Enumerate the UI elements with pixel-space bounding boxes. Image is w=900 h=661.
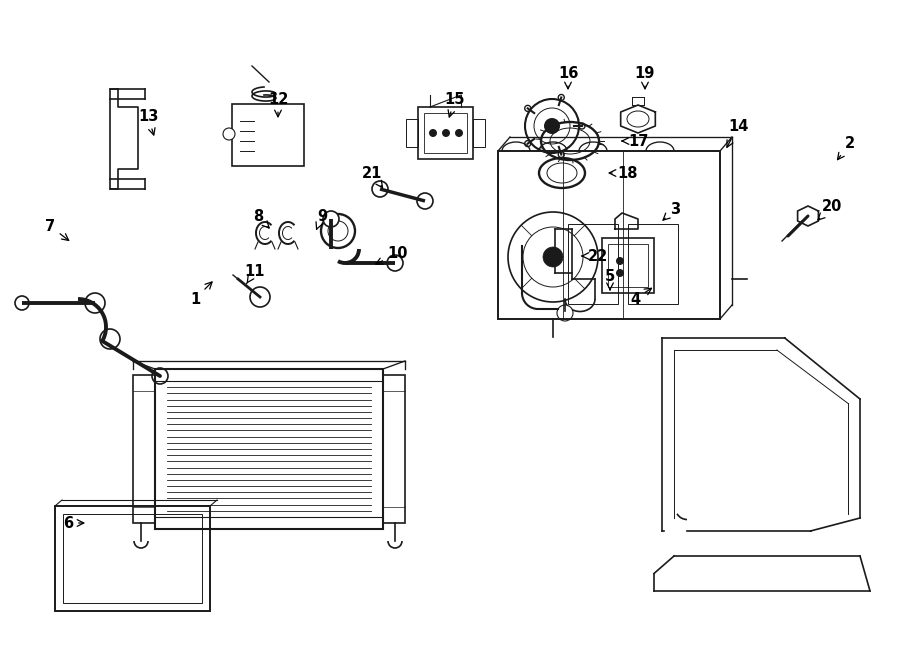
Text: 10: 10 [375, 245, 409, 264]
Text: 14: 14 [727, 118, 748, 147]
Bar [608, 244, 648, 287]
Bar [63, 514, 202, 603]
Bar [628, 224, 678, 304]
Circle shape [544, 118, 560, 134]
Circle shape [223, 128, 235, 140]
Circle shape [15, 296, 29, 310]
Bar [133, 375, 155, 523]
Text: 7: 7 [45, 219, 68, 241]
Bar [406, 119, 418, 147]
Text: 18: 18 [609, 165, 638, 180]
Text: 5: 5 [605, 268, 615, 290]
Text: 4: 4 [630, 288, 652, 307]
Circle shape [417, 193, 433, 209]
Circle shape [152, 368, 168, 384]
Text: 12: 12 [268, 91, 288, 117]
Circle shape [429, 129, 437, 137]
Circle shape [250, 287, 270, 307]
Text: 8: 8 [253, 208, 269, 228]
Text: 9: 9 [316, 208, 327, 229]
Text: 11: 11 [245, 264, 266, 284]
Text: 6: 6 [63, 516, 84, 531]
Bar [383, 375, 405, 523]
Text: 13: 13 [138, 108, 158, 135]
Text: 15: 15 [445, 91, 465, 117]
Bar [473, 119, 485, 147]
Circle shape [543, 247, 563, 267]
Text: 19: 19 [634, 65, 655, 89]
Circle shape [455, 129, 463, 137]
Circle shape [616, 269, 624, 277]
Bar [602, 238, 654, 293]
Text: 17: 17 [622, 134, 648, 149]
Circle shape [442, 129, 450, 137]
Circle shape [323, 211, 339, 227]
Bar [568, 224, 618, 304]
Circle shape [557, 305, 573, 321]
Circle shape [387, 255, 403, 271]
Text: 3: 3 [663, 202, 680, 220]
Bar [424, 113, 467, 153]
Circle shape [372, 181, 388, 197]
Circle shape [85, 293, 105, 313]
Text: 20: 20 [818, 198, 842, 220]
Text: 2: 2 [838, 136, 855, 160]
Bar [498, 151, 720, 319]
Circle shape [328, 221, 348, 241]
Text: 22: 22 [582, 249, 608, 264]
Circle shape [321, 214, 355, 248]
Text: 16: 16 [558, 65, 578, 89]
Bar [155, 369, 383, 529]
Bar [232, 104, 304, 166]
Text: 1: 1 [190, 282, 212, 307]
Bar [418, 107, 473, 159]
Circle shape [100, 329, 120, 349]
Bar [55, 506, 210, 611]
Circle shape [616, 257, 624, 265]
Text: 21: 21 [362, 165, 382, 188]
